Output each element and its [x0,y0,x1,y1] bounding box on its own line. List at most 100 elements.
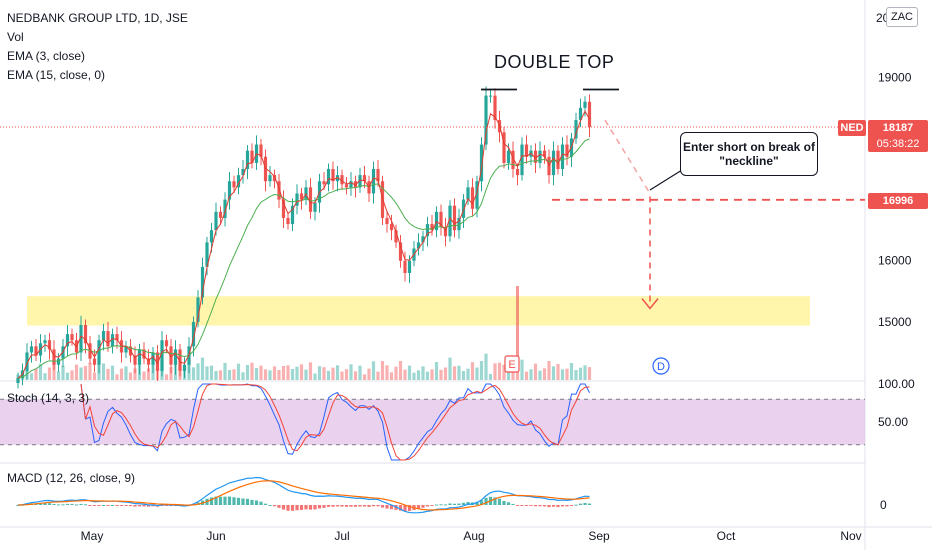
macd-bar [110,504,115,506]
candle-body [200,266,205,298]
macd-bar [259,501,263,505]
callout-box[interactable]: Enter short on break of "neckline" [680,132,818,176]
candle-body [488,95,493,97]
candle-body [29,346,34,353]
currency-button[interactable]: ZAC [886,7,918,27]
time-tick-label: Aug [463,529,484,543]
macd-bar [326,505,331,507]
volume-bar [322,367,326,380]
volume-bar [124,366,128,380]
candle-body [277,181,281,200]
stoch-label[interactable]: Stoch (14, 3, 3) [7,391,90,405]
volume-bar [106,368,110,380]
volume-bar [340,371,344,380]
macd-bar [376,505,380,507]
macd-bar [70,503,74,505]
candle-body [241,169,245,176]
candle-body [479,144,484,182]
countdown: 05:38:22 [876,138,920,150]
candle-body [425,224,430,237]
candle-body [169,346,173,365]
macd-bar [340,505,344,507]
signal-line [17,480,590,511]
candle-body [92,358,97,365]
volume-bar [524,371,529,380]
legend-vol[interactable]: Vol [7,30,24,44]
volume-bar [556,364,560,380]
volume-bar [236,363,241,380]
macd-bar [65,503,70,505]
last-price-tag: 18187 05:38:22 [868,120,928,152]
stoch-tick-100: 100.00 [878,377,915,391]
macd-bar [506,502,511,505]
macd-label[interactable]: MACD (12, 26, close, 9) [7,471,136,485]
macd-bar [367,505,371,507]
volume-bar [497,362,502,380]
candle-body [587,101,592,127]
candle-body [155,352,160,371]
volume-bar [290,369,295,380]
legend-ema-short[interactable]: EMA (3, close) [7,49,86,63]
stoch-d-line [80,383,590,461]
volume-bar [479,361,484,380]
legend-symbol[interactable]: NEDBANK GROUP LTD, 1D, JSE [7,11,188,25]
macd-bar [133,505,137,507]
macd-bar [47,503,52,505]
macd-bar [290,505,295,511]
volume-bar [587,367,592,380]
macd-bar [493,497,497,505]
volume-bar [466,368,470,380]
candle-body [236,175,241,188]
candle-body [227,181,232,200]
volume-bar [547,361,551,380]
macd-bar [101,504,106,506]
macd-bar [430,505,434,506]
volume-bar [448,357,452,380]
volume-bar [43,373,47,380]
volume-bar [254,368,259,380]
macd-bar [164,505,169,506]
ema-slow-line [17,138,590,379]
candle-body [182,364,187,371]
macd-bar [344,505,349,507]
candle-body [191,321,196,347]
candle-body [308,187,313,212]
time-tick-label: Jul [334,529,349,543]
macd-bar [299,505,304,511]
candle-body [272,175,277,182]
candle-body [331,169,335,182]
volume-bar [191,367,196,380]
neckline-tag: 16996 [868,193,928,209]
candle-body [178,349,182,371]
volume-bar [47,367,52,380]
macd-bar [254,500,259,505]
volume-bar [434,362,439,380]
macd-bar [83,504,88,506]
volume-bar [250,362,254,380]
candle-body [173,349,178,365]
candle-body [520,144,524,176]
time-tick-label: May [81,529,104,543]
legend-ema-long[interactable]: EMA (15, close, 0) [7,68,106,82]
volume-bar [178,369,182,380]
macd-bar [106,505,110,506]
macd-bar [362,505,367,507]
volume-bar [520,359,524,380]
candle-body [133,355,137,365]
candle-body [556,150,560,170]
macd-bar [551,505,556,507]
macd-bar [281,505,286,510]
volume-bar [313,373,317,380]
candle-body [376,169,380,182]
macd-bar [313,505,317,510]
volume-bar [200,357,205,380]
volume-bar [380,361,385,380]
macd-bar [236,497,241,505]
macd-bar [79,503,83,505]
macd-bar [38,503,43,505]
earnings-marker [504,355,520,373]
candle-body [560,144,565,170]
candle-body [218,211,223,218]
